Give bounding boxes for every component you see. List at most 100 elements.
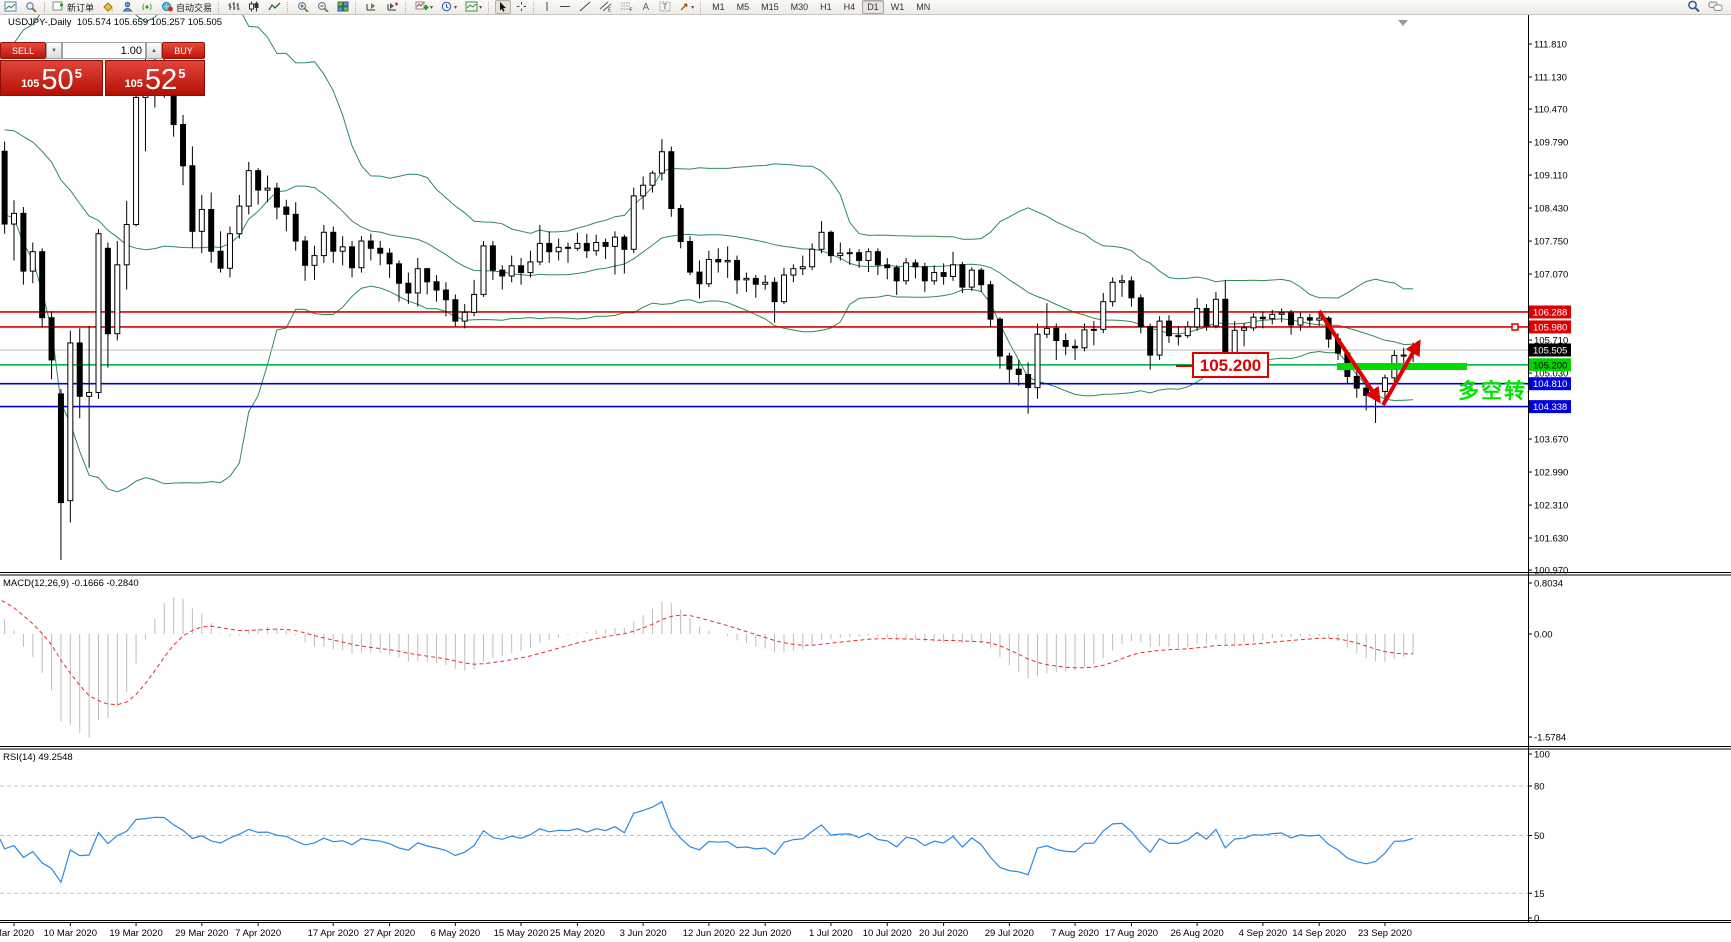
toolbar-separator bbox=[44, 1, 45, 13]
timeframe-h1[interactable]: H1 bbox=[820, 2, 832, 12]
volume-decrease-button[interactable]: ▼ bbox=[46, 42, 62, 59]
cursor-button[interactable] bbox=[495, 0, 512, 14]
text-button[interactable]: A bbox=[638, 0, 654, 14]
search-button[interactable] bbox=[1684, 0, 1703, 14]
shapes-button[interactable]: ▾ bbox=[676, 0, 697, 14]
rsi-indicator-label: RSI(14) 49.2548 bbox=[3, 752, 73, 763]
annotations[interactable]: 105.200 多空转折点 bbox=[1176, 309, 1573, 406]
date-tick-label: 7 Aug 2020 bbox=[1051, 928, 1099, 939]
sell-price-panel[interactable]: 105 50 5 bbox=[0, 60, 103, 96]
date-tick-label: 3 Jun 2020 bbox=[620, 928, 667, 939]
sell-button[interactable]: SELL bbox=[0, 42, 46, 59]
dropdown-caret: ▾ bbox=[691, 4, 695, 11]
date-tick-label: 14 Sep 2020 bbox=[1292, 928, 1346, 939]
signals-button[interactable] bbox=[138, 0, 156, 14]
chat-button[interactable] bbox=[1705, 0, 1726, 14]
price-tick-label: 105.030 bbox=[1534, 369, 1568, 380]
price-tick-label: 102.990 bbox=[1534, 468, 1568, 479]
price-tick-label: 100.970 bbox=[1534, 566, 1568, 577]
trendline-button[interactable] bbox=[576, 0, 594, 14]
fibonacci-button[interactable]: F bbox=[617, 0, 636, 14]
price-label-box[interactable] bbox=[1192, 352, 1269, 378]
rsi-panel[interactable] bbox=[0, 785, 1528, 894]
svg-text:0.00: 0.00 bbox=[1534, 630, 1553, 641]
main-price-panel[interactable]: 105.200 多空转折点 bbox=[0, 0, 1573, 560]
horizontal-line-icon bbox=[559, 1, 571, 14]
price-badge-105.200 bbox=[1529, 358, 1571, 372]
cn-annotation-text[interactable]: 多空转折点 bbox=[1458, 379, 1573, 403]
price-tick-label: 111.810 bbox=[1534, 40, 1567, 51]
zoom-out-button[interactable] bbox=[314, 0, 332, 14]
new-chart-button[interactable] bbox=[1, 0, 20, 14]
timeframe-m5[interactable]: M5 bbox=[736, 2, 750, 12]
autoscroll-icon bbox=[365, 1, 378, 14]
text-label-button[interactable]: T bbox=[656, 0, 674, 14]
market-watch-button[interactable] bbox=[119, 0, 136, 14]
timeframe-m1[interactable]: M1 bbox=[712, 2, 725, 12]
chart-shift-button[interactable] bbox=[383, 0, 402, 14]
channel-button[interactable]: E bbox=[596, 0, 615, 14]
candlestick-button[interactable] bbox=[245, 0, 263, 14]
line-endpoint-handle[interactable] bbox=[1511, 323, 1519, 331]
timeframe-d1[interactable]: D1 bbox=[862, 0, 884, 14]
price-axis[interactable]: 111.810 111.130 110.470 109.790 109.110 108.4… bbox=[1528, 40, 1571, 577]
templates-button[interactable]: ▾ bbox=[462, 0, 485, 14]
indicators-icon bbox=[415, 1, 429, 14]
signal-icon bbox=[141, 1, 153, 14]
thick-green-support-bar[interactable] bbox=[1337, 363, 1467, 370]
bar-chart-button[interactable] bbox=[225, 0, 243, 14]
down-trend-arrow[interactable] bbox=[1317, 309, 1381, 404]
timeframe-w1[interactable]: W1 bbox=[890, 2, 905, 12]
buy-button[interactable]: BUY bbox=[162, 42, 205, 59]
timeframe-m15[interactable]: M15 bbox=[761, 2, 779, 12]
date-tick-label: 1 Jul 2020 bbox=[809, 928, 853, 939]
timeframe-mn[interactable]: MN bbox=[916, 2, 931, 12]
autoscroll-button[interactable] bbox=[362, 0, 381, 14]
up-trend-arrow[interactable] bbox=[1381, 339, 1421, 406]
periods-button[interactable]: ▾ bbox=[438, 0, 460, 14]
buy-price-panel[interactable]: 105 52 5 bbox=[104, 60, 205, 96]
arrows-icon bbox=[679, 1, 690, 14]
sell-price-big: 50 bbox=[41, 64, 74, 96]
horizontal-lines[interactable] bbox=[0, 311, 1528, 408]
vline-button[interactable] bbox=[540, 0, 554, 14]
toolbar-separator bbox=[700, 1, 704, 13]
price-badge-105.980 bbox=[1529, 320, 1571, 334]
indicators-button[interactable]: ▾ bbox=[412, 0, 436, 14]
svg-text:E: E bbox=[608, 7, 612, 12]
date-tick-label: Mar 2020 bbox=[0, 928, 34, 939]
macd-panel[interactable] bbox=[0, 597, 1414, 738]
svg-text:80: 80 bbox=[1534, 782, 1545, 793]
price-tick-label: 108.430 bbox=[1534, 204, 1568, 215]
hline-button[interactable] bbox=[556, 0, 574, 14]
rsi-line bbox=[0, 800, 1414, 884]
zoom-out-icon bbox=[317, 1, 329, 14]
macd-indicator-label: MACD(12,26,9) -0.1666 -0.2840 bbox=[3, 578, 139, 589]
search-icon bbox=[1687, 0, 1700, 14]
volume-increase-button[interactable]: ▲ bbox=[146, 42, 162, 59]
zoom-in-button[interactable] bbox=[294, 0, 312, 14]
line-chart-icon bbox=[268, 1, 281, 14]
date-tick-label: 10 Mar 2020 bbox=[44, 928, 97, 939]
crosshair-button[interactable] bbox=[513, 0, 530, 14]
timeframe-m30[interactable]: M30 bbox=[790, 2, 809, 12]
styler-button[interactable] bbox=[99, 0, 117, 14]
date-axis[interactable]: Mar 2020 10 Mar 2020 19 Mar 2020 29 Mar 202… bbox=[0, 922, 1412, 939]
cursor-icon bbox=[498, 1, 508, 14]
dropdown-caret: ▾ bbox=[454, 4, 458, 11]
timeframe-h4[interactable]: H4 bbox=[843, 2, 856, 12]
svg-text:F: F bbox=[630, 7, 633, 12]
new-order-button[interactable]: 新订单 bbox=[49, 0, 97, 14]
line-chart-button[interactable] bbox=[265, 0, 284, 14]
toolbar-separator bbox=[405, 1, 409, 13]
main-toolbar: 新订单 自动交易 ▾ ▾ ▾ E F A T ▾ M1 M5 M15 M30 H1 H4 D… bbox=[0, 0, 1731, 15]
autotrade-button[interactable]: 自动交易 bbox=[158, 0, 215, 14]
date-tick-label: 17 Aug 2020 bbox=[1105, 928, 1158, 939]
volume-input[interactable]: 1.00 bbox=[62, 42, 146, 59]
svg-text:0: 0 bbox=[1534, 914, 1539, 925]
profiles-button[interactable] bbox=[22, 0, 40, 14]
zoom-in-icon bbox=[297, 1, 309, 14]
tile-windows-button[interactable] bbox=[334, 0, 352, 14]
price-badge-text: 105.200 bbox=[1533, 360, 1567, 371]
